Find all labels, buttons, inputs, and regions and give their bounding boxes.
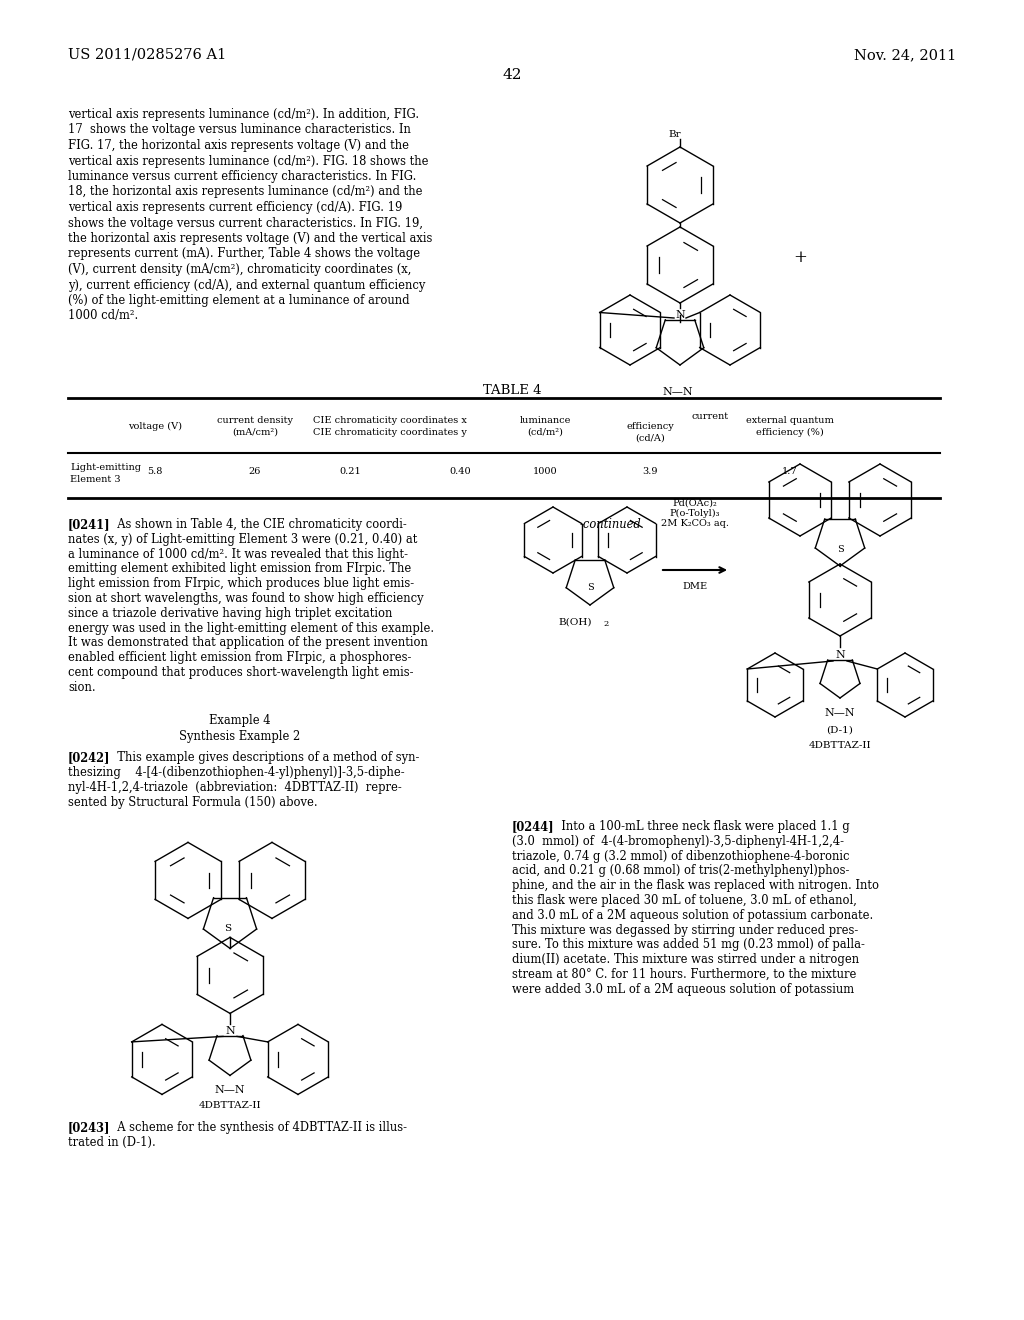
Text: [0241]: [0241] <box>68 517 111 531</box>
Text: enabled efficient light emission from FIrpic, a phosphores-: enabled efficient light emission from FI… <box>68 651 412 664</box>
Text: the horizontal axis represents voltage (V) and the vertical axis: the horizontal axis represents voltage (… <box>68 232 432 246</box>
Text: (3.0  mmol) of  4-(4-bromophenyl)-3,5-diphenyl-4H-1,2,4-: (3.0 mmol) of 4-(4-bromophenyl)-3,5-diph… <box>512 834 844 847</box>
Text: N—N: N—N <box>663 387 693 397</box>
Text: sion at short wavelengths, was found to show high efficiency: sion at short wavelengths, was found to … <box>68 591 424 605</box>
Text: 2: 2 <box>603 620 608 628</box>
Text: (%) of the light-emitting element at a luminance of around: (%) of the light-emitting element at a l… <box>68 294 410 308</box>
Text: 18, the horizontal axis represents luminance (cd/m²) and the: 18, the horizontal axis represents lumin… <box>68 186 423 198</box>
Text: -continued: -continued <box>580 517 642 531</box>
Text: [0242]: [0242] <box>68 751 111 764</box>
Text: TABLE 4: TABLE 4 <box>482 384 542 397</box>
Text: 26: 26 <box>249 467 261 477</box>
Text: trated in (D-1).: trated in (D-1). <box>68 1137 156 1150</box>
Text: N: N <box>225 1027 234 1036</box>
Text: 5.8: 5.8 <box>147 467 163 477</box>
Text: 4DBTTAZ-II: 4DBTTAZ-II <box>199 1101 261 1110</box>
Text: B(OH): B(OH) <box>558 618 592 627</box>
Text: current: current <box>691 412 728 421</box>
Text: luminance versus current efficiency characteristics. In FIG.: luminance versus current efficiency char… <box>68 170 417 183</box>
Text: 3.9: 3.9 <box>642 467 657 477</box>
Text: S: S <box>224 924 231 933</box>
Text: 4DBTTAZ-II: 4DBTTAZ-II <box>809 741 871 750</box>
Text: triazole, 0.74 g (3.2 mmol) of dibenzothiophene-4-boronic: triazole, 0.74 g (3.2 mmol) of dibenzoth… <box>512 850 850 862</box>
Text: nyl-4H-1,2,4-triazole  (abbreviation:  4DBTTAZ-II)  repre-: nyl-4H-1,2,4-triazole (abbreviation: 4DB… <box>68 781 401 793</box>
Text: light emission from FIrpic, which produces blue light emis-: light emission from FIrpic, which produc… <box>68 577 414 590</box>
Text: (V), current density (mA/cm²), chromaticity coordinates (x,: (V), current density (mA/cm²), chromatic… <box>68 263 412 276</box>
Text: energy was used in the light-emitting element of this example.: energy was used in the light-emitting el… <box>68 622 434 635</box>
Text: sented by Structural Formula (150) above.: sented by Structural Formula (150) above… <box>68 796 317 809</box>
Text: Example 4: Example 4 <box>209 714 270 726</box>
Text: This example gives descriptions of a method of syn-: This example gives descriptions of a met… <box>110 751 420 764</box>
Text: CIE chromaticity coordinates x: CIE chromaticity coordinates x <box>313 416 467 425</box>
Text: DME: DME <box>682 582 708 591</box>
Text: luminance: luminance <box>519 416 570 425</box>
Text: N—N: N—N <box>215 1085 246 1096</box>
Text: (mA/cm²): (mA/cm²) <box>232 428 278 437</box>
Text: (cd/m²): (cd/m²) <box>527 428 563 437</box>
Text: +: + <box>793 249 807 267</box>
Text: phine, and the air in the flask was replaced with nitrogen. Into: phine, and the air in the flask was repl… <box>512 879 879 892</box>
Text: cent compound that produces short-wavelength light emis-: cent compound that produces short-wavele… <box>68 667 414 678</box>
Text: 42: 42 <box>502 69 522 82</box>
Text: sure. To this mixture was added 51 mg (0.23 mmol) of palla-: sure. To this mixture was added 51 mg (0… <box>512 939 865 952</box>
Text: vertical axis represents luminance (cd/m²). In addition, FIG.: vertical axis represents luminance (cd/m… <box>68 108 419 121</box>
Text: (D-1): (D-1) <box>826 726 853 735</box>
Text: sion.: sion. <box>68 681 95 694</box>
Text: N—N: N—N <box>824 708 855 718</box>
Text: stream at 80° C. for 11 hours. Furthermore, to the mixture: stream at 80° C. for 11 hours. Furthermo… <box>512 968 856 981</box>
Text: Into a 100-mL three neck flask were placed 1.1 g: Into a 100-mL three neck flask were plac… <box>554 820 850 833</box>
Text: S: S <box>837 545 844 554</box>
Text: nates (x, y) of Light-emitting Element 3 were (0.21, 0.40) at: nates (x, y) of Light-emitting Element 3… <box>68 533 418 545</box>
Text: and 3.0 mL of a 2M aqueous solution of potassium carbonate.: and 3.0 mL of a 2M aqueous solution of p… <box>512 908 873 921</box>
Text: external quantum: external quantum <box>746 416 834 425</box>
Text: A scheme for the synthesis of 4DBTTAZ-II is illus-: A scheme for the synthesis of 4DBTTAZ-II… <box>110 1122 407 1134</box>
Text: (cd/A): (cd/A) <box>635 434 665 444</box>
Text: It was demonstrated that application of the present invention: It was demonstrated that application of … <box>68 636 428 649</box>
Text: Pd(OAc)₂
P(o-Tolyl)₃
2M K₂CO₃ aq.: Pd(OAc)₂ P(o-Tolyl)₃ 2M K₂CO₃ aq. <box>662 498 729 528</box>
Text: vertical axis represents current efficiency (cd/A). FIG. 19: vertical axis represents current efficie… <box>68 201 402 214</box>
Text: N: N <box>836 649 845 660</box>
Text: acid, and 0.21 g (0.68 mmol) of tris(2-methylphenyl)phos-: acid, and 0.21 g (0.68 mmol) of tris(2-m… <box>512 865 849 878</box>
Text: 17  shows the voltage versus luminance characteristics. In: 17 shows the voltage versus luminance ch… <box>68 124 411 136</box>
Text: [0243]: [0243] <box>68 1122 111 1134</box>
Text: were added 3.0 mL of a 2M aqueous solution of potassium: were added 3.0 mL of a 2M aqueous soluti… <box>512 983 854 995</box>
Text: Synthesis Example 2: Synthesis Example 2 <box>179 730 301 743</box>
Text: voltage (V): voltage (V) <box>128 422 182 432</box>
Text: FIG. 17, the horizontal axis represents voltage (V) and the: FIG. 17, the horizontal axis represents … <box>68 139 409 152</box>
Text: since a triazole derivative having high triplet excitation: since a triazole derivative having high … <box>68 607 392 620</box>
Text: N: N <box>675 310 685 319</box>
Text: CIE chromaticity coordinates y: CIE chromaticity coordinates y <box>313 428 467 437</box>
Text: US 2011/0285276 A1: US 2011/0285276 A1 <box>68 48 226 62</box>
Text: Light-emitting: Light-emitting <box>70 463 141 473</box>
Text: efficiency (%): efficiency (%) <box>756 428 824 437</box>
Text: This mixture was degassed by stirring under reduced pres-: This mixture was degassed by stirring un… <box>512 924 858 937</box>
Text: Element 3: Element 3 <box>70 475 121 484</box>
Text: represents current (mA). Further, Table 4 shows the voltage: represents current (mA). Further, Table … <box>68 248 420 260</box>
Text: shows the voltage versus current characteristics. In FIG. 19,: shows the voltage versus current charact… <box>68 216 423 230</box>
Text: vertical axis represents luminance (cd/m²). FIG. 18 shows the: vertical axis represents luminance (cd/m… <box>68 154 428 168</box>
Text: this flask were placed 30 mL of toluene, 3.0 mL of ethanol,: this flask were placed 30 mL of toluene,… <box>512 894 857 907</box>
Text: dium(II) acetate. This mixture was stirred under a nitrogen: dium(II) acetate. This mixture was stirr… <box>512 953 859 966</box>
Text: a luminance of 1000 cd/m². It was revealed that this light-: a luminance of 1000 cd/m². It was reveal… <box>68 548 408 561</box>
Text: efficiency: efficiency <box>626 422 674 432</box>
Text: 1000 cd/m².: 1000 cd/m². <box>68 309 138 322</box>
Text: thesizing    4-[4-(dibenzothiophen-4-yl)phenyl)]-3,5-diphe-: thesizing 4-[4-(dibenzothiophen-4-yl)phe… <box>68 766 404 779</box>
Text: 1000: 1000 <box>532 467 557 477</box>
Text: Nov. 24, 2011: Nov. 24, 2011 <box>854 48 956 62</box>
Text: 1.7: 1.7 <box>782 467 798 477</box>
Text: S: S <box>587 583 593 593</box>
Text: current density: current density <box>217 416 293 425</box>
Text: 0.40: 0.40 <box>450 467 471 477</box>
Text: Br: Br <box>669 129 681 139</box>
Text: y), current efficiency (cd/A), and external quantum efficiency: y), current efficiency (cd/A), and exter… <box>68 279 425 292</box>
Text: 0.21: 0.21 <box>339 467 360 477</box>
Text: [0244]: [0244] <box>512 820 555 833</box>
Text: As shown in Table 4, the CIE chromaticity coordi-: As shown in Table 4, the CIE chromaticit… <box>110 517 407 531</box>
Text: emitting element exhibited light emission from FIrpic. The: emitting element exhibited light emissio… <box>68 562 412 576</box>
